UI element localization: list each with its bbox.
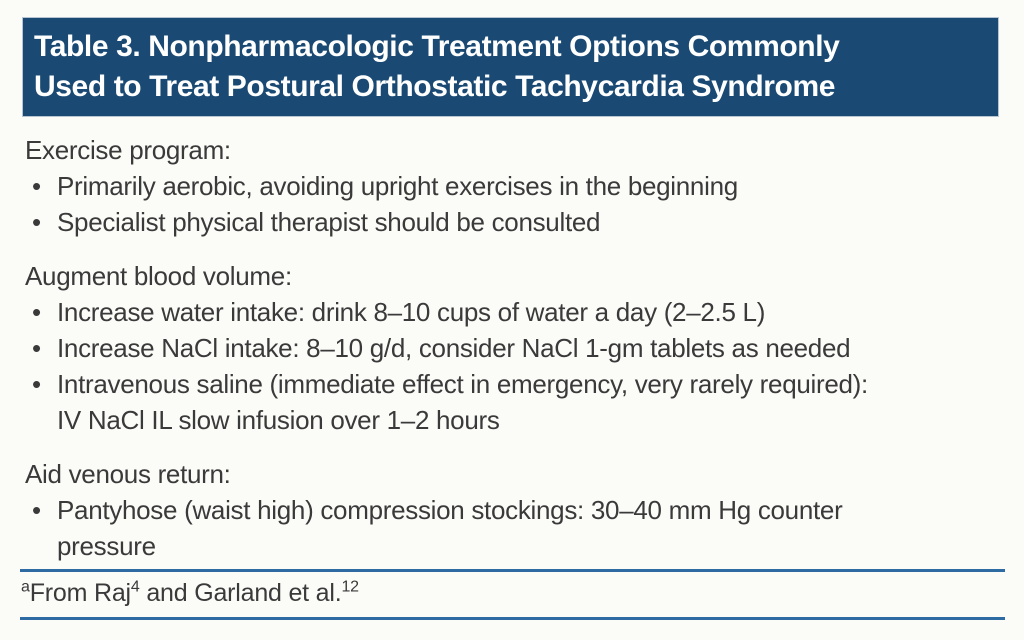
list-item: • Pantyhose (waist high) compression sto… — [25, 492, 1004, 564]
bullet-icon: • — [32, 207, 41, 237]
table-title-line2: Used to Treat Postural Orthostatic Tachy… — [34, 70, 836, 103]
bullet-list: • Increase water intake: drink 8–10 cups… — [25, 294, 1004, 438]
section-augment-blood-volume: Augment blood volume: • Increase water i… — [25, 258, 1004, 438]
table-body: Exercise program: • Primarily aerobic, a… — [0, 132, 1024, 564]
table-footnote: aFrom Raj4 and Garland et al.12 — [20, 569, 1005, 620]
bullet-list: • Pantyhose (waist high) compression sto… — [25, 492, 1004, 564]
footnote-text: From Raj — [29, 579, 131, 607]
list-item: • Increase NaCl intake: 8–10 g/d, consid… — [25, 330, 1004, 366]
footnote-text: and Garland et al. — [139, 579, 342, 607]
section-title: Augment blood volume: — [25, 261, 292, 291]
bullet-icon: • — [32, 495, 41, 525]
footnote-marker-a: a — [21, 578, 30, 596]
bullet-text: Specialist physical therapist should be … — [57, 207, 601, 237]
reference-12: 12 — [341, 578, 359, 596]
bullet-text: Intravenous saline (immediate effect in … — [57, 369, 868, 435]
list-item: • Increase water intake: drink 8–10 cups… — [25, 294, 1004, 330]
table-header: Table 3. Nonpharmacologic Treatment Opti… — [22, 17, 999, 117]
bullet-text: Primarily aerobic, avoiding upright exer… — [57, 171, 738, 201]
bullet-icon: • — [32, 297, 41, 327]
bullet-text: Pantyhose (waist high) compression stock… — [57, 495, 843, 561]
section-aid-venous-return: Aid venous return: • Pantyhose (waist hi… — [25, 456, 1004, 564]
bullet-icon: • — [32, 333, 41, 363]
list-item: • Specialist physical therapist should b… — [25, 204, 1004, 240]
section-exercise-program: Exercise program: • Primarily aerobic, a… — [25, 132, 1004, 240]
list-item: • Intravenous saline (immediate effect i… — [25, 366, 1004, 438]
section-title: Aid venous return: — [25, 459, 231, 489]
bullet-text: Increase NaCl intake: 8–10 g/d, consider… — [57, 333, 851, 363]
list-item: • Primarily aerobic, avoiding upright ex… — [25, 168, 1004, 204]
bullet-icon: • — [32, 369, 41, 399]
bullet-icon: • — [32, 171, 41, 201]
table-title-line1: Table 3. Nonpharmacologic Treatment Opti… — [34, 30, 840, 63]
reference-4: 4 — [130, 578, 140, 596]
bullet-text: Increase water intake: drink 8–10 cups o… — [57, 297, 766, 327]
bullet-list: • Primarily aerobic, avoiding upright ex… — [25, 168, 1004, 240]
section-title: Exercise program: — [25, 135, 231, 165]
